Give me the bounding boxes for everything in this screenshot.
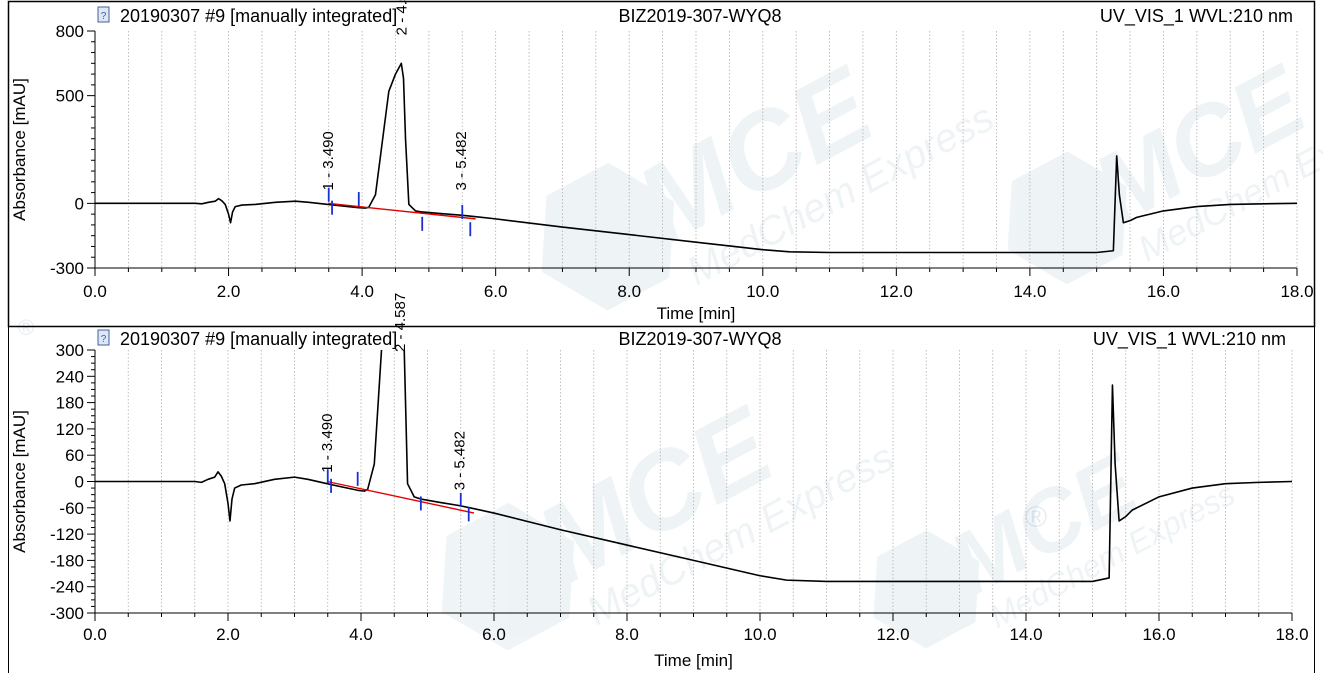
- y-tick-label: -240: [50, 578, 84, 597]
- watermark-registered: ®: [18, 315, 34, 340]
- y-axis-ticks: 300 240 180 120 60 0 -60 -120 -180 -240 -300: [50, 341, 95, 623]
- file-icon: [97, 329, 110, 346]
- y-axis-label: Absorbance [mAU]: [10, 78, 29, 221]
- x-tick-label: 12.0: [876, 625, 909, 644]
- y-tick-label: 120: [56, 420, 84, 439]
- x-tick-label: 4.0: [350, 282, 374, 301]
- file-label: 20190307 #9 [manually integrated]: [120, 6, 397, 26]
- integration-baseline: [326, 480, 475, 514]
- x-axis-label: Time [min]: [657, 304, 736, 323]
- channel-label: UV_VIS_1 WVL:210 nm: [1100, 6, 1293, 27]
- x-tick-label: 18.0: [1280, 282, 1313, 301]
- peak-label: 2 - 4.587: [393, 0, 410, 35]
- x-tick-label: 2.0: [216, 625, 240, 644]
- sample-name: BIZ2019-307-WYQ8: [618, 6, 781, 26]
- x-tick-label: 4.0: [349, 625, 373, 644]
- chromatogram-trace: [95, 350, 1292, 583]
- integration-marks: [326, 469, 470, 522]
- integration-baseline: [327, 202, 476, 220]
- channel-label: UV_VIS_1 WVL:210 nm: [1093, 329, 1286, 350]
- y-tick-label: 0: [75, 473, 84, 492]
- peak-label: 2 - 4.587: [392, 293, 409, 352]
- peak-label: 3 - 5.482: [453, 131, 470, 190]
- y-tick-label: -300: [50, 604, 84, 623]
- x-tick-label: 8.0: [615, 625, 639, 644]
- x-tick-label: 16.0: [1147, 282, 1180, 301]
- chart-panel-2: 0.0 2.0 4.0 6.0 8.0 10.0 12.0 14.0 16.0 18.0 300 24…: [8, 293, 1315, 673]
- watermark-hexagon: [541, 162, 675, 311]
- chromatogram-trace: [95, 62, 1297, 254]
- y-tick-label: 180: [56, 394, 84, 413]
- x-tick-label: 6.0: [484, 282, 508, 301]
- y-tick-label: -60: [59, 499, 84, 518]
- sample-name: BIZ2019-307-WYQ8: [618, 329, 781, 349]
- chart-panel-1: 0.0 2.0 4.0 6.0 8.0 10.0 12.0 14.0 16.0 18.0 800 50…: [7, 0, 1316, 328]
- y-tick-label: 60: [65, 446, 84, 465]
- x-tick-label: 6.0: [482, 625, 506, 644]
- x-tick-label: 0.0: [83, 625, 107, 644]
- x-tick-label: 8.0: [617, 282, 641, 301]
- y-tick-label: 800: [56, 22, 84, 41]
- watermark-hexagon: [441, 502, 575, 651]
- y-tick-label: 300: [56, 341, 84, 360]
- watermark-hexagon: [1007, 151, 1127, 285]
- y-tick-label: 240: [56, 367, 84, 386]
- file-icon-glyph: ?: [101, 11, 107, 22]
- file-icon-glyph: ?: [101, 334, 107, 345]
- y-tick-label: 0: [75, 194, 84, 213]
- x-tick-label: 0.0: [83, 282, 107, 301]
- y-axis-ticks: 800 500 0 -300: [50, 22, 95, 278]
- y-axis-label: Absorbance [mAU]: [10, 410, 29, 553]
- panels-layer: 0.0 2.0 4.0 6.0 8.0 10.0 12.0 14.0 16.0 18.0 800 50…: [7, 0, 1316, 673]
- series-group: [95, 62, 1297, 254]
- file-label: 20190307 #9 [manually integrated]: [120, 329, 397, 349]
- peak-label: 1 - 3.490: [319, 414, 336, 473]
- x-axis-ticks: 0.0 2.0 4.0 6.0 8.0 10.0 12.0 14.0 16.0 18.0: [83, 268, 1314, 301]
- file-icon: [97, 6, 110, 23]
- panel-frame: [7, 0, 1316, 328]
- x-tick-label: 16.0: [1142, 625, 1175, 644]
- y-tick-label: 500: [56, 87, 84, 106]
- x-tick-label: 18.0: [1275, 625, 1308, 644]
- integration-marks: [327, 187, 472, 237]
- x-tick-label: 2.0: [217, 282, 241, 301]
- peak-label: 1 - 3.490: [320, 131, 337, 190]
- peak-labels: 1 - 3.490 2 - 4.587 3 - 5.482: [319, 293, 468, 490]
- x-tick-label: 12.0: [880, 282, 913, 301]
- peak-labels: 1 - 3.490 2 - 4.587 3 - 5.482: [320, 0, 470, 190]
- x-tick-label: 14.0: [1009, 625, 1042, 644]
- y-tick-label: -180: [50, 551, 84, 570]
- grid-lines: [94, 31, 1298, 268]
- x-axis-label: Time [min]: [654, 651, 733, 670]
- watermark-registered: ®: [1025, 501, 1047, 534]
- x-tick-label: 10.0: [746, 282, 779, 301]
- y-tick-label: -300: [50, 259, 84, 278]
- y-tick-label: -120: [50, 525, 84, 544]
- series-group: [95, 350, 1292, 583]
- x-tick-label: 10.0: [743, 625, 776, 644]
- x-axis-ticks: 0.0 2.0 4.0 6.0 8.0 10.0 12.0 14.0 16.0 18.0: [83, 613, 1309, 644]
- x-tick-label: 14.0: [1013, 282, 1046, 301]
- peak-label: 3 - 5.482: [452, 431, 469, 490]
